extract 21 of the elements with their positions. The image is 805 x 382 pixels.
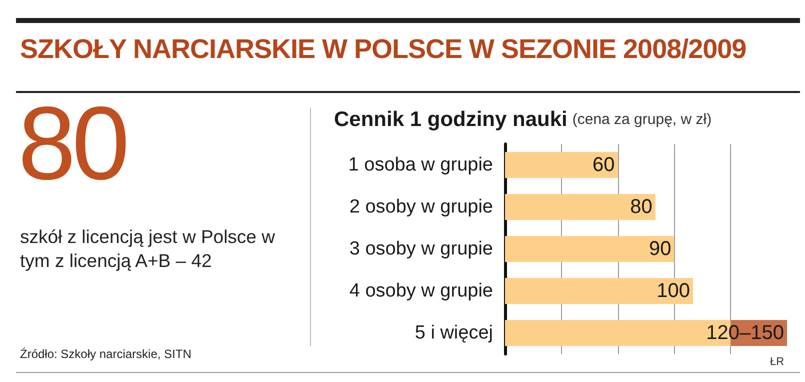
text: SZKOŁY NARCIARSKIE W POLSCE W SEZONIE 2008/2009 — [20, 34, 746, 65]
data-label: 100 — [656, 280, 690, 302]
y-tick-label: 2 osoby w grupie — [349, 196, 493, 218]
chart-subtitle: (cena za grupę, w zł) — [572, 111, 712, 128]
bar — [505, 278, 693, 304]
text: Źródło: Szkoły narciarskie, SITN — [20, 347, 192, 361]
y-tick-label: 4 osoby w grupie — [349, 280, 493, 302]
data-label: 60 — [592, 154, 615, 176]
data-label: 80 — [630, 196, 652, 218]
data-label: 90 — [648, 238, 672, 260]
data-label: 120–150 — [706, 322, 784, 344]
y-tick-label: 3 osoby w grupie — [349, 238, 493, 260]
chart-title: Cennik 1 godziny nauki — [334, 108, 568, 131]
text: ŁR — [770, 356, 784, 368]
bar — [505, 152, 618, 178]
bar — [505, 194, 656, 220]
y-tick-label: 5 i więcej — [414, 322, 493, 344]
bar — [505, 236, 674, 262]
text: szkół z licencją jest w Polsce w tym z licencją A+B – 42 — [20, 225, 276, 273]
text: 80 — [18, 86, 126, 202]
y-tick-label: 1 osoba w grupie — [348, 154, 493, 176]
